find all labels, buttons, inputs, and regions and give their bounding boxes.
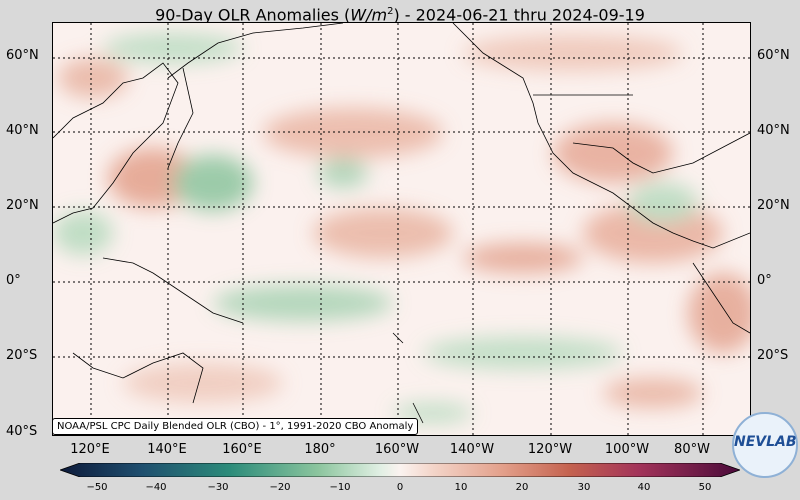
lon-label-120w: 120°W bbox=[527, 442, 573, 457]
lat-label-20s-right: 20°S bbox=[757, 348, 789, 363]
lat-label-40n-right: 40°N bbox=[757, 123, 790, 138]
colorbar-tick: −20 bbox=[269, 482, 291, 493]
lat-label-20n-right: 20°N bbox=[757, 198, 790, 213]
anomaly-map bbox=[52, 22, 751, 436]
colorbar-tick: −50 bbox=[86, 482, 108, 493]
lon-label-160w: 160°W bbox=[374, 442, 420, 457]
colorbar bbox=[60, 463, 740, 477]
logo-text: NEVLAB bbox=[734, 434, 797, 450]
lon-label-160e: 160°E bbox=[222, 442, 262, 457]
lon-label-140e: 140°E bbox=[147, 442, 187, 457]
colorbar-tick: 10 bbox=[454, 482, 468, 493]
colorbar-tick: 20 bbox=[515, 482, 529, 493]
colorbar-tick: 50 bbox=[698, 482, 712, 493]
colorbar-tick: 30 bbox=[577, 482, 591, 493]
lon-label-140w: 140°W bbox=[449, 442, 495, 457]
map-canvas bbox=[53, 23, 750, 435]
lat-label-20s-left: 20°S bbox=[6, 348, 38, 363]
lon-label-120e: 120°E bbox=[70, 442, 110, 457]
colorbar-tick: −30 bbox=[207, 482, 229, 493]
lat-label-60n-right: 60°N bbox=[757, 48, 790, 63]
lat-label-60n-left: 60°N bbox=[6, 48, 39, 63]
lat-label-eq-left: 0° bbox=[6, 273, 21, 288]
map-title: 90-Day OLR Anomalies (W/m2) - 2024-06-21… bbox=[155, 5, 645, 25]
colorbar-tick: −40 bbox=[145, 482, 167, 493]
colorbar-tick: 40 bbox=[637, 482, 651, 493]
lat-label-eq-right: 0° bbox=[757, 273, 772, 288]
lat-label-20n-left: 20°N bbox=[6, 198, 39, 213]
colorbar-tick: −10 bbox=[329, 482, 351, 493]
colorbar-tick: 0 bbox=[396, 482, 404, 493]
data-credit: NOAA/PSL CPC Daily Blended OLR (CBO) - 1… bbox=[52, 418, 419, 435]
lat-label-40n-left: 40°N bbox=[6, 123, 39, 138]
lon-label-100w: 100°W bbox=[604, 442, 650, 457]
lon-label-180: 180° bbox=[304, 442, 336, 457]
lon-label-80w: 80°W bbox=[674, 442, 710, 457]
lat-label-40s-left: 40°S bbox=[6, 424, 38, 439]
nevlab-logo: NEVLAB bbox=[732, 412, 798, 478]
